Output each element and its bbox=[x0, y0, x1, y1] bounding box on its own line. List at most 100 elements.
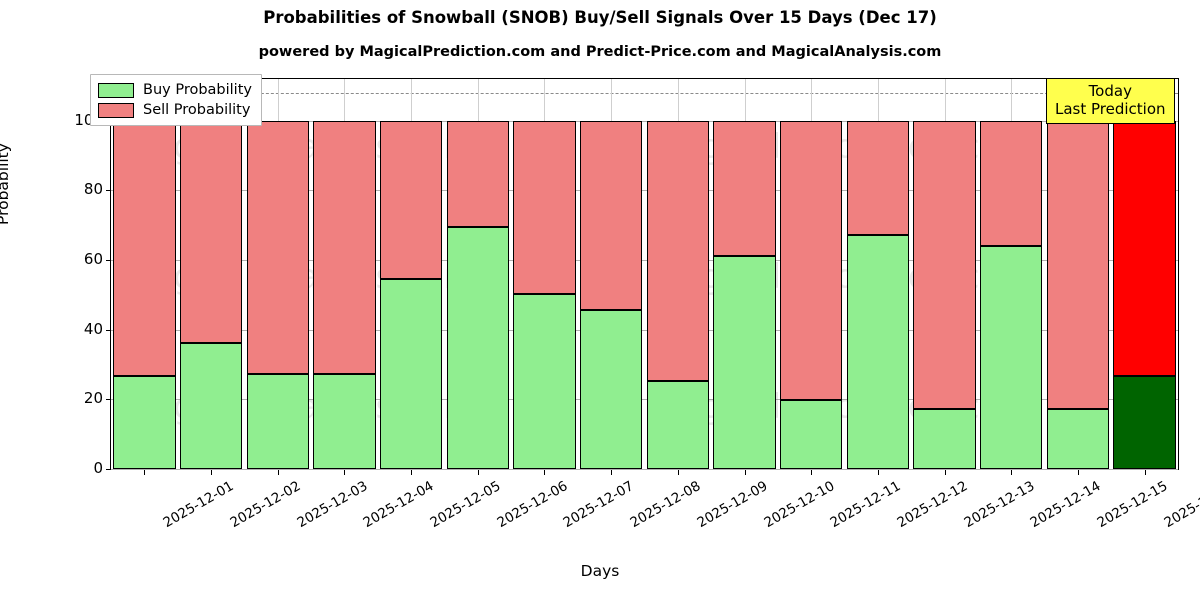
y-tick-mark bbox=[106, 260, 111, 262]
bar-segment-sell[interactable] bbox=[980, 120, 1043, 247]
gridline-y-100 bbox=[111, 120, 1178, 122]
x-tick-label: 2025-12-02 bbox=[227, 478, 304, 532]
legend-label-sell: Sell Probability bbox=[143, 102, 251, 118]
x-tick-mark bbox=[277, 470, 279, 475]
bar-segment-buy[interactable] bbox=[713, 255, 776, 469]
bar-group[interactable] bbox=[179, 79, 243, 469]
x-tick-mark bbox=[344, 470, 346, 475]
x-tick-mark bbox=[1011, 470, 1013, 475]
x-tick-label: 2025-12-03 bbox=[294, 478, 371, 532]
x-tick-mark bbox=[744, 470, 746, 475]
bar-segment-buy[interactable] bbox=[313, 373, 376, 469]
bar-segment-buy[interactable] bbox=[513, 293, 576, 469]
bar-segment-sell[interactable] bbox=[446, 120, 509, 228]
bar-segment-buy[interactable] bbox=[246, 373, 309, 469]
x-tick-label: 2025-12-13 bbox=[961, 478, 1038, 532]
bar-segment-buy[interactable] bbox=[646, 380, 709, 469]
y-tick-mark bbox=[106, 469, 111, 470]
x-tick-label: 2025-12-10 bbox=[761, 478, 837, 532]
x-tick-label: 2025-12-01 bbox=[160, 478, 237, 532]
bar-segment-buy[interactable] bbox=[113, 375, 176, 469]
y-tick-label: 40 bbox=[83, 319, 103, 338]
x-tick-mark bbox=[677, 470, 679, 475]
y-tick-mark bbox=[106, 399, 111, 401]
y-tick-mark bbox=[106, 329, 111, 331]
bar-group[interactable] bbox=[579, 79, 643, 469]
today-annotation-line1: Today bbox=[1088, 82, 1132, 100]
gridline-y-80 bbox=[111, 190, 1178, 192]
legend-item-sell: Sell Probability bbox=[98, 100, 252, 120]
x-axis-label: Days bbox=[580, 562, 620, 580]
x-tick-label: 2025-12-06 bbox=[494, 478, 571, 532]
y-tick-mark bbox=[106, 190, 111, 192]
y-tick-label: 80 bbox=[83, 180, 103, 199]
bar-group[interactable] bbox=[246, 79, 309, 469]
gridline-y-60 bbox=[111, 260, 1178, 262]
y-axis-label: Probability bbox=[0, 143, 12, 225]
bar-segment-buy[interactable] bbox=[446, 227, 509, 469]
bar-segment-sell[interactable] bbox=[513, 120, 576, 294]
x-tick-label: 2025-12-05 bbox=[427, 478, 504, 532]
chart-subtitle: powered by MagicalPrediction.com and Pre… bbox=[258, 44, 942, 60]
bar-segment-buy[interactable] bbox=[579, 309, 643, 469]
bar-segment-sell[interactable] bbox=[1113, 120, 1176, 376]
bar-segment-buy[interactable] bbox=[980, 246, 1043, 469]
bar-segment-sell[interactable] bbox=[379, 120, 443, 279]
bar-segment-sell[interactable] bbox=[313, 120, 376, 374]
x-tick-label: 2025-12-09 bbox=[694, 478, 771, 532]
y-tick-label: 20 bbox=[83, 389, 103, 408]
bar-segment-sell[interactable] bbox=[113, 120, 176, 376]
bar-segment-sell[interactable] bbox=[246, 120, 309, 374]
bar-group[interactable] bbox=[780, 79, 843, 469]
x-tick-label: 2025-12-04 bbox=[360, 478, 437, 532]
legend-swatch-sell bbox=[98, 102, 134, 118]
x-tick-mark bbox=[944, 470, 946, 475]
bar-segment-sell[interactable] bbox=[646, 120, 709, 381]
y-tick-label: 60 bbox=[83, 250, 103, 269]
bar-group[interactable] bbox=[1046, 79, 1110, 469]
chart-title: Probabilities of Snowball (SNOB) Buy/Sel… bbox=[263, 8, 937, 27]
bar-group[interactable] bbox=[646, 79, 709, 469]
x-tick-mark bbox=[411, 470, 413, 475]
legend-item-buy: Buy Probability bbox=[98, 80, 252, 100]
x-tick-mark bbox=[611, 470, 613, 475]
x-tick-label: 2025-12-07 bbox=[560, 478, 637, 532]
x-tick-label: 2025-12-14 bbox=[1027, 478, 1104, 532]
bar-group[interactable] bbox=[313, 79, 376, 469]
gridline-y-20 bbox=[111, 399, 1178, 401]
chart-legend: Buy Probability Sell Probability bbox=[90, 74, 262, 126]
bar-segment-buy[interactable] bbox=[913, 409, 976, 469]
bar-segment-sell[interactable] bbox=[579, 120, 643, 310]
bar-group[interactable] bbox=[1113, 79, 1176, 469]
bar-group[interactable] bbox=[713, 79, 776, 469]
bar-group[interactable] bbox=[113, 79, 176, 469]
bar-group[interactable] bbox=[980, 79, 1043, 469]
bar-segment-buy[interactable] bbox=[379, 278, 443, 469]
bar-segment-buy[interactable] bbox=[780, 400, 843, 469]
bar-segment-buy[interactable] bbox=[1113, 375, 1176, 469]
bar-segment-buy[interactable] bbox=[846, 235, 910, 469]
x-tick-mark bbox=[477, 470, 479, 475]
bar-group[interactable] bbox=[913, 79, 976, 469]
bar-group[interactable] bbox=[513, 79, 576, 469]
legend-label-buy: Buy Probability bbox=[143, 82, 252, 98]
bar-segment-buy[interactable] bbox=[179, 342, 243, 469]
bar-group[interactable] bbox=[446, 79, 509, 469]
bar-segment-sell[interactable] bbox=[780, 120, 843, 401]
bar-group[interactable] bbox=[379, 79, 443, 469]
bar-group[interactable] bbox=[846, 79, 910, 469]
x-tick-label: 2025-12-08 bbox=[627, 478, 704, 532]
bar-segment-sell[interactable] bbox=[913, 120, 976, 410]
bar-segment-sell[interactable] bbox=[713, 120, 776, 256]
bar-segment-buy[interactable] bbox=[1046, 409, 1110, 469]
x-tick-mark bbox=[144, 470, 146, 475]
plot-area: MagicalAnalysis.comMagicalPrediction.com… bbox=[110, 78, 1179, 470]
x-tick-label: 2025-12-15 bbox=[1094, 478, 1171, 532]
x-tick-mark bbox=[544, 470, 546, 475]
gridline-y-0 bbox=[111, 469, 1178, 470]
bar-segment-sell[interactable] bbox=[1046, 120, 1110, 410]
bar-segment-sell[interactable] bbox=[179, 120, 243, 343]
bar-segment-sell[interactable] bbox=[846, 120, 910, 235]
x-tick-mark bbox=[877, 470, 879, 475]
